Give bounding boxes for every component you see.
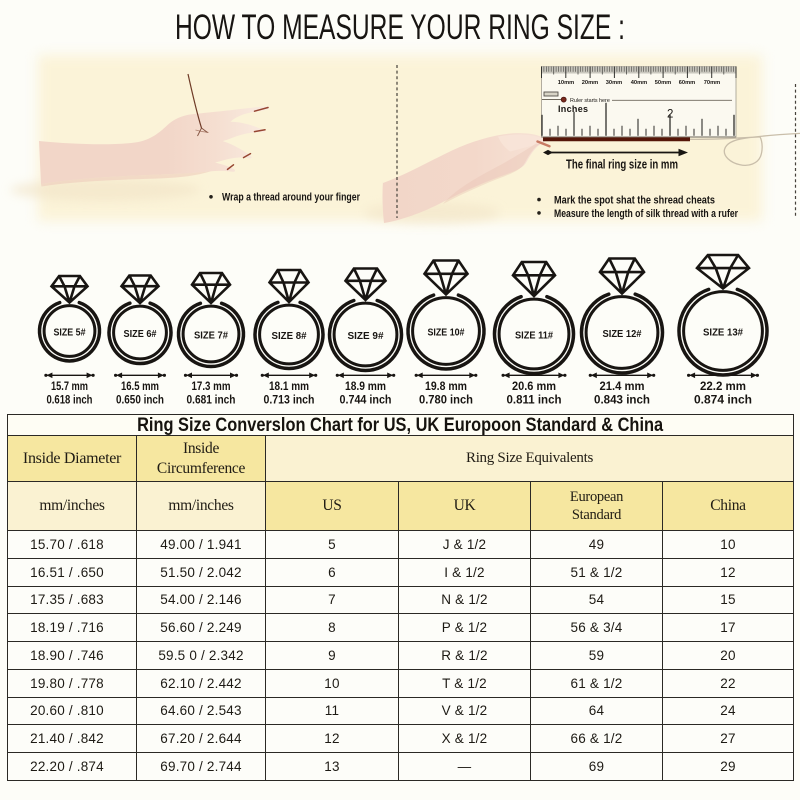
svg-text:60mm: 60mm bbox=[679, 80, 695, 86]
svg-text:15.7 mm: 15.7 mm bbox=[51, 381, 88, 393]
svg-text:SIZE 6#: SIZE 6# bbox=[124, 328, 157, 340]
svg-text:Ruler starts here: Ruler starts here bbox=[570, 98, 610, 104]
svg-text:Wrap a thread around your fing: Wrap a thread around your finger bbox=[222, 192, 361, 204]
svg-text:22.2 mm: 22.2 mm bbox=[700, 381, 746, 393]
svg-text:16.5 mm: 16.5 mm bbox=[121, 381, 159, 393]
svg-text:The final ring size in mm: The final ring size in mm bbox=[566, 157, 678, 171]
svg-text:0.713 inch: 0.713 inch bbox=[264, 394, 315, 406]
svg-text:SIZE 8#: SIZE 8# bbox=[272, 330, 307, 342]
svg-text:SIZE 7#: SIZE 7# bbox=[194, 330, 228, 342]
svg-text:SIZE 10#: SIZE 10# bbox=[428, 327, 465, 339]
svg-text:30mm: 30mm bbox=[606, 80, 622, 86]
svg-text:10mm: 10mm bbox=[558, 80, 574, 86]
svg-text:0.874 inch: 0.874 inch bbox=[694, 394, 752, 406]
svg-text:20.6 mm: 20.6 mm bbox=[512, 381, 556, 393]
svg-text:18.9 mm: 18.9 mm bbox=[345, 381, 386, 393]
svg-text:0.650 inch: 0.650 inch bbox=[116, 394, 164, 406]
svg-text:SIZE 13#: SIZE 13# bbox=[703, 327, 743, 339]
svg-text:40mm: 40mm bbox=[631, 80, 647, 86]
svg-text:SIZE 11#: SIZE 11# bbox=[515, 330, 553, 342]
svg-text:SIZE 9#: SIZE 9# bbox=[348, 330, 384, 342]
svg-text:50mm: 50mm bbox=[655, 80, 671, 86]
svg-text:17.3 mm: 17.3 mm bbox=[192, 381, 231, 393]
svg-text:0.811 inch: 0.811 inch bbox=[507, 394, 562, 406]
svg-text:19.8 mm: 19.8 mm bbox=[425, 381, 467, 393]
svg-text:18.1 mm: 18.1 mm bbox=[269, 381, 309, 393]
svg-text:20mm: 20mm bbox=[582, 80, 598, 86]
svg-text:0.618 inch: 0.618 inch bbox=[47, 394, 93, 406]
svg-text:0.744 inch: 0.744 inch bbox=[340, 394, 392, 406]
svg-text:SIZE 5#: SIZE 5# bbox=[54, 327, 86, 339]
svg-text:2: 2 bbox=[667, 109, 673, 121]
svg-text:Inches: Inches bbox=[558, 104, 588, 114]
svg-text:0.843 inch: 0.843 inch bbox=[594, 394, 650, 406]
svg-text:HOW TO MEASURE YOUR RING SIZE: HOW TO MEASURE YOUR RING SIZE : bbox=[175, 8, 625, 47]
svg-text:0.780 inch: 0.780 inch bbox=[419, 394, 473, 406]
svg-text:0.681 inch: 0.681 inch bbox=[187, 394, 236, 406]
svg-text:Mark the spot shat the shread: Mark the spot shat the shread cheats bbox=[554, 194, 715, 206]
svg-text:21.4 mm: 21.4 mm bbox=[600, 381, 645, 393]
svg-text:Measure the length of silk thr: Measure the length of silk thread with a… bbox=[554, 208, 739, 220]
svg-text:SIZE 12#: SIZE 12# bbox=[603, 328, 642, 340]
svg-text:70mm: 70mm bbox=[704, 80, 720, 86]
